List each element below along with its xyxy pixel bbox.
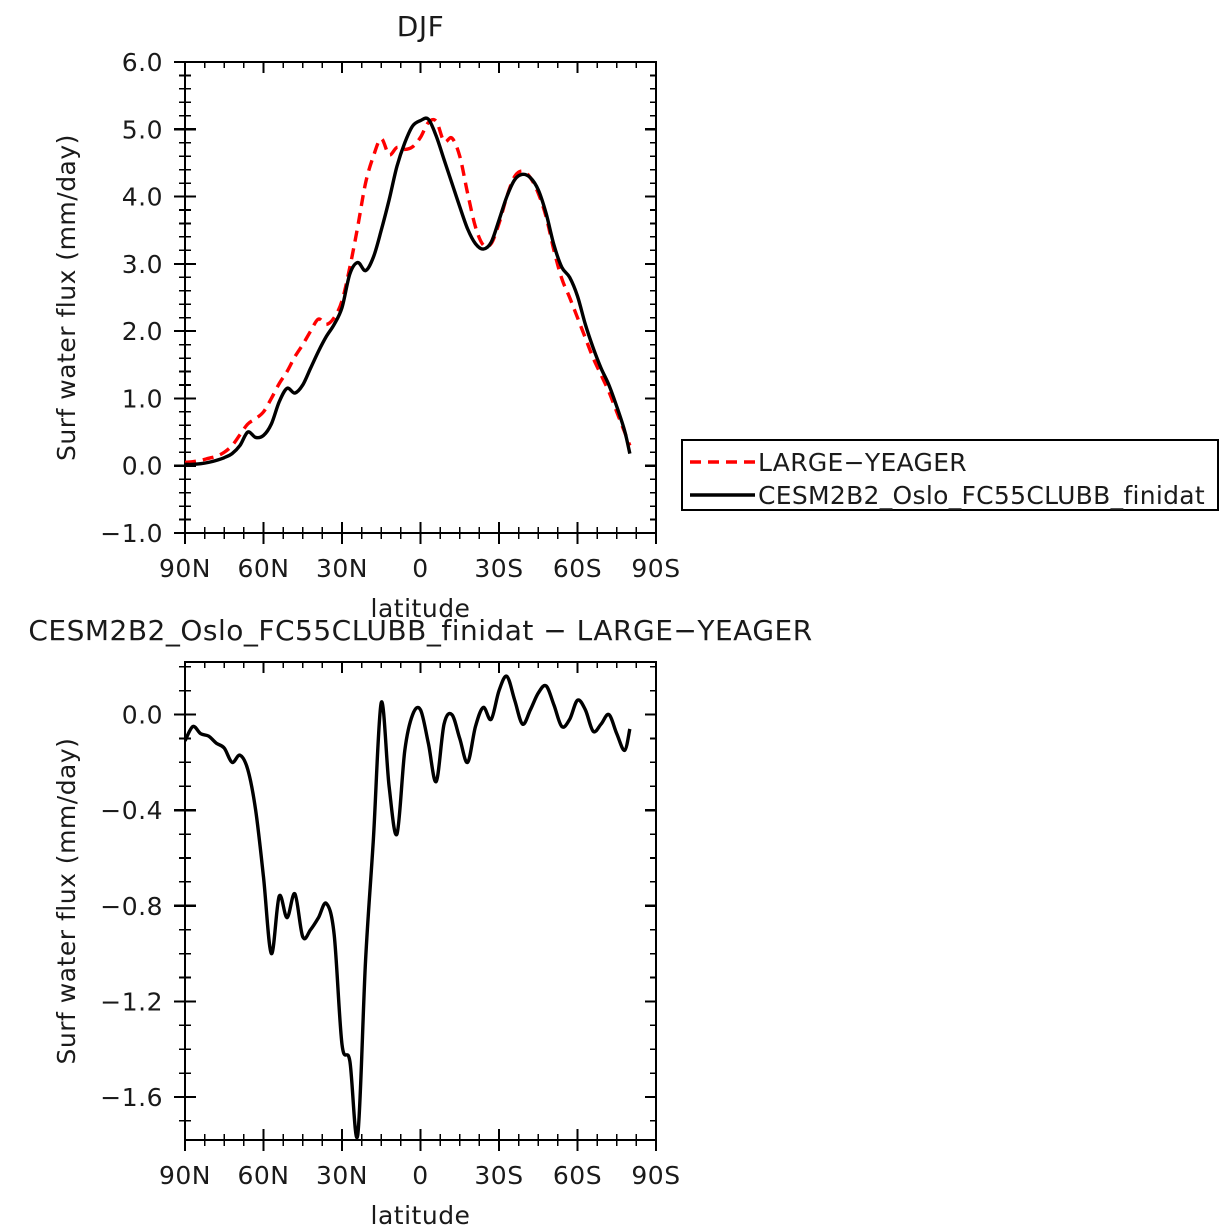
y-tick-label: 4.0 bbox=[122, 183, 163, 212]
x-tick-label: 90N bbox=[159, 554, 211, 583]
y-tick-label: 0.0 bbox=[122, 452, 163, 481]
top-panel-group: DJF 90N 60N 30N 0 30S 60S 90S −1.0 0.0 1.0 2.0 3.0 4.… bbox=[52, 10, 680, 623]
y-tick-label: −0.4 bbox=[100, 796, 163, 825]
y-tick-label: 2.0 bbox=[122, 317, 163, 346]
x-tick-label: 30N bbox=[316, 554, 368, 583]
top-panel-title: DJF bbox=[397, 10, 444, 43]
series-line-0 bbox=[185, 674, 632, 1140]
legend-label-1: CESM2B2_Oslo_FC55CLUBB_finidat bbox=[758, 481, 1205, 510]
x-tick-label: 90N bbox=[159, 1161, 211, 1190]
bottom-panel-group: CESM2B2_Oslo_FC55CLUBB_finidat − LARGE−Y… bbox=[28, 614, 812, 1225]
bottom-panel-title: CESM2B2_Oslo_FC55CLUBB_finidat − LARGE−Y… bbox=[28, 614, 812, 647]
x-tick-label: 30N bbox=[316, 1161, 368, 1190]
legend-label-0: LARGE−YEAGER bbox=[758, 448, 967, 477]
x-tick-label: 90S bbox=[631, 1161, 680, 1190]
y-tick-label: −0.8 bbox=[100, 892, 163, 921]
top-panel-ylabel: Surf water flux (mm/day) bbox=[52, 134, 81, 461]
x-tick-label: 60N bbox=[237, 1161, 289, 1190]
bottom-panel-xlabel: latitude bbox=[371, 1201, 471, 1225]
x-tick-label: 0 bbox=[412, 1161, 428, 1190]
x-tick-label: 60S bbox=[553, 1161, 602, 1190]
x-tick-label: 30S bbox=[474, 554, 523, 583]
bottom-panel-ylabel: Surf water flux (mm/day) bbox=[52, 738, 81, 1065]
y-tick-label: 5.0 bbox=[122, 115, 163, 144]
x-tick-label: 60N bbox=[237, 554, 289, 583]
x-tick-label: 30S bbox=[474, 1161, 523, 1190]
y-tick-label: −1.2 bbox=[100, 987, 163, 1016]
x-tick-label: 90S bbox=[631, 554, 680, 583]
y-tick-label: −1.6 bbox=[100, 1083, 163, 1112]
x-tick-label: 0 bbox=[412, 554, 428, 583]
y-tick-label: 0.0 bbox=[122, 701, 163, 730]
y-tick-label: 3.0 bbox=[122, 250, 163, 279]
y-tick-label: 1.0 bbox=[122, 384, 163, 413]
legend: LARGE−YEAGER CESM2B2_Oslo_FC55CLUBB_finid… bbox=[681, 439, 1219, 511]
legend-box bbox=[681, 439, 1219, 511]
y-tick-label: −1.0 bbox=[100, 519, 163, 548]
x-tick-label: 60S bbox=[553, 554, 602, 583]
series-line-1 bbox=[185, 116, 632, 467]
series-line-0 bbox=[185, 117, 632, 465]
y-tick-label: 6.0 bbox=[122, 48, 163, 77]
top-panel-xlabel: latitude bbox=[371, 594, 471, 623]
